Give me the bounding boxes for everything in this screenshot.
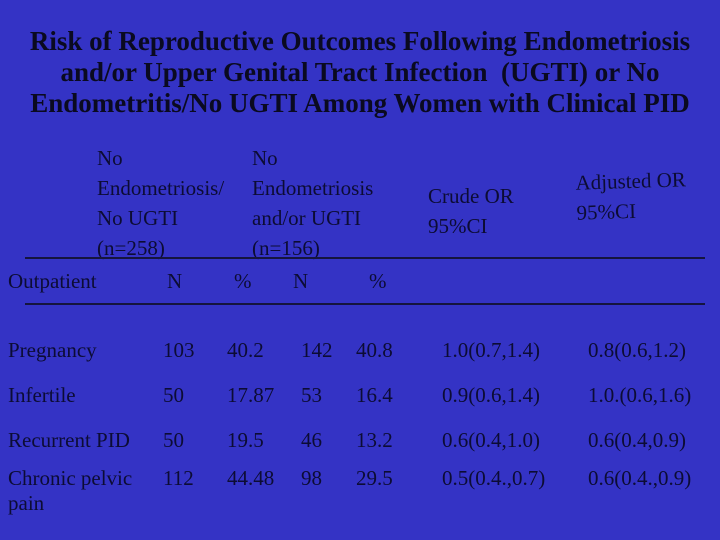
row-pct2: 40.8 — [356, 338, 393, 362]
col-header-line: No UGTI — [97, 206, 179, 230]
col-header-no-endometriosis-andor-ugti: No Endometriosis and/or UGTI (n=156) — [252, 143, 373, 263]
row-adjusted-or: 0.6(0.4,0.9) — [588, 428, 686, 452]
col-header-line: 95%CI — [576, 198, 637, 225]
col-header-no-endometriosis-no-ugti: No Endometriosis/ No UGTI (n=258) — [97, 143, 224, 263]
row-n2: 142 — [301, 338, 333, 362]
col-header-line: No — [252, 146, 278, 170]
subheader-n-col1: N — [167, 269, 183, 293]
row-n1: 50 — [163, 383, 184, 407]
row-n2: 46 — [301, 428, 322, 452]
col-header-crude-or: Crude OR 95%CI — [428, 181, 514, 241]
row-label: Chronic pelvic pain — [8, 466, 133, 515]
subheader-pct-col1: % — [234, 269, 252, 293]
row-n1: 50 — [163, 428, 184, 452]
col-header-line: (n=258) — [97, 236, 165, 260]
row-crude-or: 1.0(0.7,1.4) — [442, 338, 540, 362]
slide-title: Risk of Reproductive Outcomes Following … — [12, 26, 708, 119]
slide-title-line-2: and/or Upper Genital Tract Infection (UG… — [60, 57, 660, 87]
subheader-n-col2: N — [293, 269, 309, 293]
row-adjusted-or: 0.8(0.6,1.2) — [588, 338, 686, 362]
col-header-line: Crude OR — [428, 184, 514, 208]
row-pct1: 17.87 — [227, 383, 275, 407]
col-header-adjusted-or: Adjusted OR 95%CI — [575, 164, 687, 227]
col-header-line: 95%CI — [428, 214, 488, 238]
col-header-line: Endometriosis — [252, 176, 374, 200]
row-pct1: 19.5 — [227, 428, 264, 452]
row-crude-or: 0.5(0.4.,0.7) — [442, 466, 546, 490]
row-pct2: 16.4 — [356, 383, 393, 407]
row-pct2: 29.5 — [356, 466, 393, 490]
row-n2: 98 — [301, 466, 322, 490]
col-header-line: (n=156) — [252, 236, 320, 260]
col-header-line: Endometriosis/ — [97, 176, 225, 200]
row-pct1: 40.2 — [227, 338, 264, 362]
table-rule-top — [25, 257, 705, 259]
row-n1: 112 — [163, 466, 194, 490]
row-pct1: 44.48 — [227, 466, 275, 490]
subheader-pct-col2: % — [369, 269, 387, 293]
row-crude-or: 0.9(0.6,1.4) — [442, 383, 540, 407]
row-adjusted-or: 1.0.(0.6,1.6) — [588, 383, 692, 407]
slide-title-line-3: Endometritis/No UGTI Among Women with Cl… — [30, 88, 690, 118]
slide-title-line-1: Risk of Reproductive Outcomes Following … — [29, 26, 691, 56]
row-n2: 53 — [301, 383, 322, 407]
row-n1: 103 — [163, 338, 195, 362]
row-crude-or: 0.6(0.4,1.0) — [442, 428, 540, 452]
row-adjusted-or: 0.6(0.4.,0.9) — [588, 466, 692, 490]
row-pct2: 13.2 — [356, 428, 393, 452]
row-label: Pregnancy — [8, 338, 97, 362]
table-rule-bottom — [25, 303, 705, 305]
col-header-line: No — [97, 146, 123, 170]
row-label: Recurrent PID — [8, 428, 130, 452]
col-header-line: Adjusted OR — [575, 167, 687, 195]
col-header-line: and/or UGTI — [252, 206, 362, 230]
subheader-outpatient-label: Outpatient — [8, 269, 97, 293]
row-label: Infertile — [8, 383, 76, 407]
